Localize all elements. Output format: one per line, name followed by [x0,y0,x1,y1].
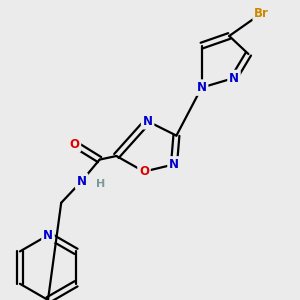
Text: N: N [229,71,239,85]
Text: O: O [139,165,149,178]
Text: N: N [196,81,207,94]
Text: Br: Br [254,7,269,20]
Text: H: H [96,178,105,189]
Text: N: N [76,175,87,188]
Text: N: N [142,115,153,128]
Text: O: O [69,137,80,151]
Text: N: N [169,158,179,171]
Text: N: N [43,229,53,242]
